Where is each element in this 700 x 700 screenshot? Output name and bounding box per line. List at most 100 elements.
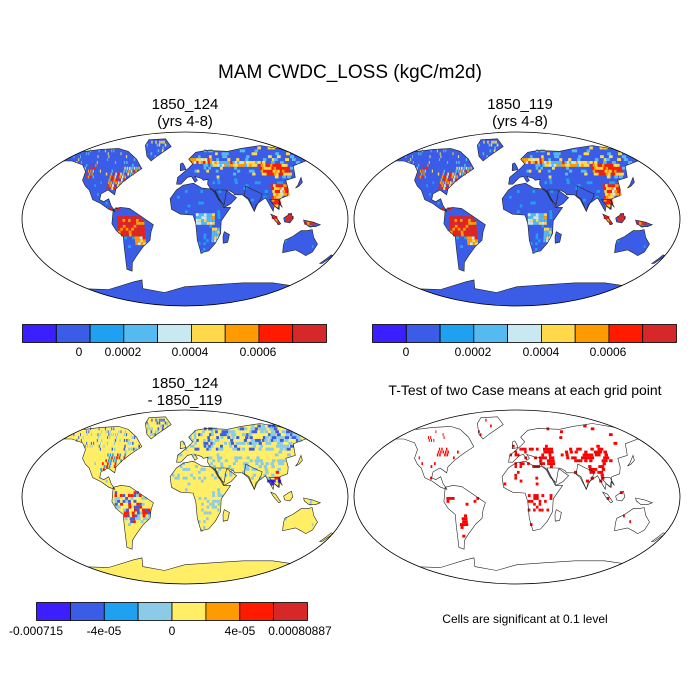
- grid-cell: [563, 163, 566, 167]
- grid-cell: [541, 161, 545, 164]
- grid-cell: [609, 181, 613, 185]
- grid-cell: [105, 479, 108, 483]
- grid-cell: [585, 163, 590, 167]
- grid-cell: [217, 233, 220, 237]
- grid-cell: [224, 163, 227, 167]
- grid-cell: [463, 233, 467, 237]
- grid-cell: [128, 499, 131, 503]
- grid-cell: [467, 169, 469, 173]
- coastline-greenland: [144, 138, 172, 162]
- ocean: [354, 410, 680, 584]
- grid-cell: [537, 161, 540, 164]
- significant-cell: [602, 462, 606, 466]
- grid-cell: [560, 163, 564, 167]
- grid-cell: [417, 175, 419, 179]
- grid-cell: [535, 213, 539, 217]
- grid-cell: [86, 430, 88, 434]
- grid-cell: [138, 444, 140, 448]
- grid-cell: [273, 427, 278, 431]
- grid-cell: [142, 239, 146, 243]
- grid-cell: [288, 441, 293, 445]
- grid-cell: [146, 143, 148, 147]
- grid-cell: [271, 158, 276, 161]
- significant-cell: [635, 433, 640, 437]
- grid-cell: [259, 459, 263, 463]
- coastline-southAmerica: [111, 207, 154, 272]
- significant-cell: [514, 465, 517, 468]
- grid-cell: [194, 447, 197, 451]
- grid-cell: [243, 161, 247, 164]
- grid-cell: [263, 163, 267, 167]
- grid-cell: [214, 239, 217, 243]
- grid-cell: [147, 514, 151, 518]
- cbar-bl-label-4: 0.00080887: [268, 624, 332, 638]
- grid-cell: [123, 230, 127, 234]
- grid-cell: [576, 163, 580, 167]
- grid-cell: [283, 444, 287, 448]
- grid-cell: [250, 427, 254, 431]
- grid-cell: [217, 502, 221, 506]
- map-ttest: [353, 409, 681, 585]
- grid-cell: [92, 169, 94, 173]
- grid-cell: [211, 433, 214, 437]
- grid-cell: [214, 505, 218, 509]
- grid-cell: [286, 169, 291, 173]
- grid-cell: [206, 447, 209, 451]
- coastline-uk: [179, 162, 187, 172]
- grid-cell: [234, 181, 238, 185]
- grid-cell: [535, 236, 539, 240]
- grid-cell: [472, 242, 476, 246]
- grid-cell: [218, 190, 222, 193]
- grid-cell: [452, 230, 456, 234]
- grid-cell: [278, 450, 283, 454]
- grid-cell: [537, 158, 540, 161]
- grid-cell: [236, 456, 240, 460]
- grid-cell: [276, 166, 280, 170]
- grid-cell: [108, 155, 110, 159]
- significant-cell: [544, 499, 547, 503]
- grid-cell: [616, 187, 620, 190]
- grid-cell: [222, 433, 226, 437]
- significant-cell: [601, 476, 605, 480]
- colorbar-swatches: [372, 324, 677, 343]
- grid-cell: [428, 192, 431, 196]
- grid-cell: [120, 224, 123, 228]
- grid-cell: [424, 175, 426, 179]
- grid-cell: [591, 166, 595, 170]
- grid-cell: [274, 219, 278, 222]
- coastline-japan: [627, 454, 635, 467]
- grid-cell: [617, 158, 621, 161]
- grid-cell: [212, 219, 215, 222]
- coastline-borneo: [615, 490, 626, 502]
- grid-cell: [609, 190, 613, 193]
- grid-cell: [142, 236, 146, 240]
- grid-cell: [132, 169, 135, 173]
- grid-cell: [117, 219, 120, 222]
- grid-cell: [601, 172, 605, 176]
- grid-cell: [132, 447, 135, 451]
- grid-cell: [287, 175, 291, 179]
- grid-cell: [212, 221, 215, 225]
- grid-cell: [142, 508, 145, 512]
- grid-cell: [254, 427, 259, 431]
- grid-cell: [449, 230, 453, 234]
- grid-cell: [269, 172, 273, 176]
- grid-cell: [179, 465, 183, 468]
- grid-cell: [119, 494, 123, 497]
- grid-cell: [544, 181, 548, 185]
- grid-cell: [123, 227, 126, 231]
- grid-cell: [273, 439, 277, 442]
- grid-cell: [90, 433, 92, 437]
- grid-cell: [164, 143, 167, 147]
- significant-cell: [490, 424, 492, 428]
- grid-cell: [136, 508, 140, 512]
- grid-cell: [458, 230, 461, 234]
- grid-cell: [278, 436, 283, 439]
- grid-cell: [209, 158, 213, 161]
- grid-cell: [593, 161, 598, 164]
- grid-cell: [93, 163, 95, 167]
- grid-cell: [258, 465, 262, 468]
- coastline-madagascar: [554, 231, 562, 244]
- land-madagascar: [223, 231, 230, 244]
- grid-cell: [253, 163, 258, 167]
